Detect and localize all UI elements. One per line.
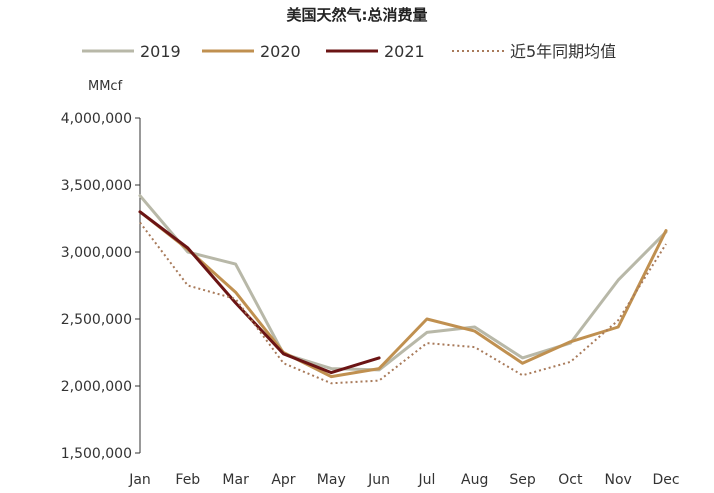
- series-layer: [138, 194, 668, 385]
- x-tick-label: Dec: [652, 472, 679, 488]
- y-axis: 1,500,000 2,000,000 2,500,000 3,000,000 3,50…: [61, 111, 141, 462]
- legend-label-2021: 2021: [384, 42, 425, 61]
- series-line-2019: [138, 194, 668, 372]
- y-axis-unit-label: MMcf: [88, 79, 123, 94]
- y-tick-label: 2,000,000: [61, 379, 132, 395]
- y-tick-label: 1,500,000: [61, 446, 132, 462]
- x-tick-label: Apr: [271, 472, 295, 488]
- y-tick-label: 3,500,000: [61, 178, 132, 194]
- legend-label-2019: 2019: [140, 42, 181, 61]
- x-tick-label: Jan: [128, 472, 151, 488]
- legend: 2019 2020 2021 近5年同期均值: [82, 42, 616, 61]
- x-tick-label: Mar: [222, 472, 249, 488]
- x-axis: Jan Feb Mar Apr May Jun Jul Aug Sep Oct Nov Dec: [128, 472, 679, 488]
- x-tick-label: Aug: [461, 472, 488, 488]
- chart-title: 美国天然气:总消费量: [287, 6, 428, 24]
- x-tick-label: Oct: [558, 472, 583, 488]
- y-tick-label: 2,500,000: [61, 312, 132, 328]
- legend-label-5: 近5年同期均值: [510, 42, 616, 61]
- series-line-5: [139, 221, 667, 385]
- x-tick-label: Nov: [605, 472, 632, 488]
- legend-label-2020: 2020: [260, 42, 301, 61]
- x-tick-label: Jun: [367, 472, 390, 488]
- x-tick-label: Feb: [175, 472, 200, 488]
- x-tick-label: Jul: [417, 472, 435, 488]
- x-tick-label: May: [317, 472, 346, 488]
- y-tick-label: 3,000,000: [61, 245, 132, 261]
- series-line-2021: [138, 210, 381, 375]
- y-tick-label: 4,000,000: [61, 111, 132, 127]
- series-line-2020: [138, 210, 668, 379]
- x-tick-label: Sep: [509, 472, 536, 488]
